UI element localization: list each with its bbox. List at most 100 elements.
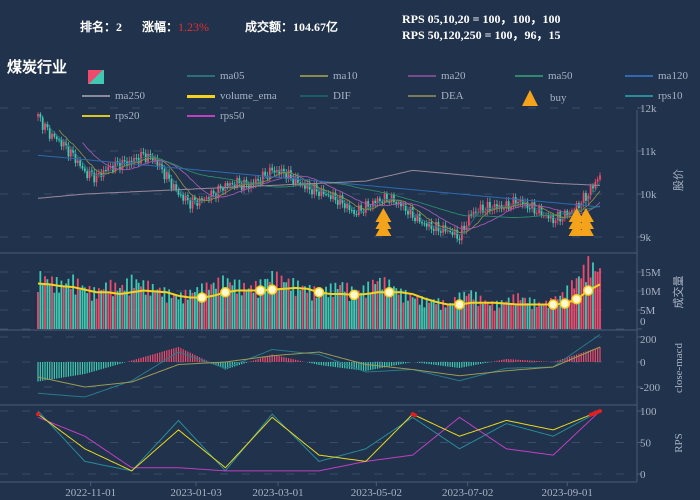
volume-bar: [500, 300, 503, 329]
legend-item[interactable]: ma20: [408, 70, 465, 82]
macd-histogram-bar: [60, 362, 63, 378]
macd-histogram-bar: [393, 362, 395, 366]
volume-bar: [240, 295, 243, 329]
volume-bar: [74, 294, 77, 329]
legend-item[interactable]: DEA: [408, 90, 464, 102]
legend-item[interactable]: ma50: [515, 70, 572, 82]
macd-histogram-bar: [140, 357, 142, 362]
candle: [456, 229, 459, 239]
macd-histogram-bar: [273, 355, 276, 362]
volume-bar: [489, 305, 491, 329]
legend-item[interactable]: rps10: [625, 90, 682, 102]
legend-item[interactable]: ma250: [82, 90, 145, 102]
rps-high-marker: [36, 412, 40, 417]
volume-ema-marker: [559, 298, 571, 309]
candle: [266, 175, 269, 180]
legend-item[interactable]: volume_ema: [187, 90, 277, 102]
macd-histogram-bar: [302, 361, 304, 362]
macd-histogram-bar: [419, 362, 421, 363]
macd-histogram-bar: [475, 362, 477, 365]
candle: [233, 183, 236, 188]
volume-bar: [222, 275, 224, 329]
candle: [421, 221, 423, 224]
macd-histogram-bar: [323, 362, 325, 366]
candle: [353, 210, 356, 214]
volume-bar: [318, 290, 320, 329]
candle: [512, 197, 515, 208]
volume-bar: [313, 286, 316, 329]
candle: [58, 139, 60, 141]
macd-histogram-bar: [339, 362, 341, 368]
volume-bar: [273, 289, 276, 329]
x-tick-label: 2023-09-01: [542, 487, 593, 499]
macd-histogram-bar: [278, 356, 280, 362]
macd-histogram-bar: [337, 362, 339, 368]
volume-bar: [161, 296, 164, 329]
legend-item[interactable]: [82, 70, 109, 84]
legend-item[interactable]: buy: [515, 90, 567, 106]
macd-histogram-bar: [519, 359, 521, 362]
volume-ema-marker: [255, 285, 266, 296]
volume-ema-marker: [384, 287, 395, 298]
volume-bar: [472, 299, 475, 329]
macd-histogram-bar: [456, 362, 458, 368]
volume-tick-label: 15M: [640, 267, 661, 279]
volume-bar: [407, 300, 409, 329]
volume-bar: [219, 295, 222, 329]
volume-bar: [409, 293, 412, 329]
candle: [297, 177, 299, 183]
candle: [439, 231, 442, 233]
legend-item[interactable]: ma10: [300, 70, 357, 82]
ma-line: [58, 129, 601, 234]
line-swatch-icon: [625, 75, 653, 77]
candle: [378, 198, 381, 202]
macd-histogram-bar: [271, 354, 273, 362]
macd-histogram-bar: [531, 360, 533, 362]
candle: [327, 194, 330, 196]
volume-bar: [320, 292, 323, 329]
macd-histogram-bar: [44, 362, 46, 381]
macd-histogram-bar: [585, 351, 587, 362]
candle: [339, 195, 341, 205]
volume-bar: [453, 297, 456, 329]
volume-bar: [275, 271, 278, 329]
macd-histogram-bar: [437, 362, 440, 366]
legend-item[interactable]: ma05: [187, 70, 244, 82]
legend-item[interactable]: ma120: [625, 70, 688, 82]
macd-histogram-bar: [482, 362, 484, 364]
volume-bar: [137, 282, 140, 329]
volume-bar: [299, 290, 302, 329]
macd-histogram-bar: [578, 353, 580, 362]
legend-item[interactable]: rps20: [82, 110, 139, 122]
volume-bar: [112, 296, 114, 329]
macd-histogram-bar: [587, 350, 589, 362]
volume-bar: [147, 280, 149, 329]
legend-item[interactable]: DIF: [300, 90, 351, 102]
macd-histogram-bar: [325, 362, 327, 366]
volume-bar: [510, 304, 512, 329]
macd-histogram-bar: [554, 361, 557, 362]
candle: [69, 149, 72, 157]
volume-bar: [519, 300, 522, 329]
volume-bar: [315, 297, 318, 329]
macd-histogram-bar: [442, 362, 444, 366]
volume-bar: [257, 297, 260, 329]
macd-histogram-bar: [121, 362, 123, 364]
volume-bar: [126, 278, 128, 329]
macd-histogram-bar: [159, 352, 161, 362]
candle: [201, 198, 203, 201]
volume-bar: [367, 281, 370, 329]
macd-histogram-bar: [468, 362, 470, 367]
candle: [552, 215, 555, 224]
candle: [191, 197, 194, 209]
volume-bar: [250, 285, 252, 329]
macd-histogram-bar: [206, 360, 208, 362]
volume-bar: [360, 292, 363, 329]
macd-histogram-bar: [109, 362, 112, 367]
macd-histogram-bar: [522, 360, 524, 362]
legend-item[interactable]: rps50: [187, 110, 244, 122]
candle: [254, 179, 257, 185]
macd-histogram-bar: [309, 362, 311, 363]
macd-histogram-bar: [135, 359, 137, 362]
volume-bar: [369, 293, 372, 329]
